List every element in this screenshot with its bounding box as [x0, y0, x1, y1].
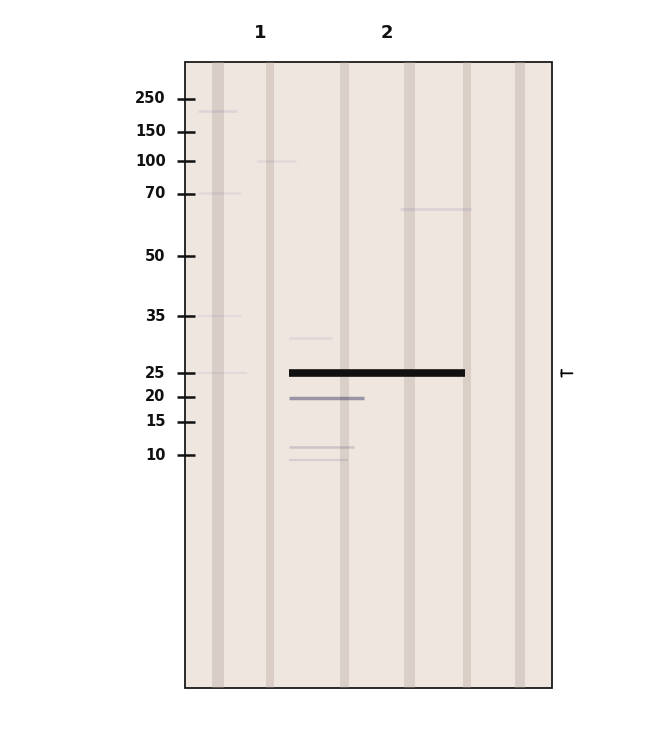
- Bar: [404, 62, 415, 688]
- Text: 100: 100: [135, 154, 166, 168]
- Bar: [515, 62, 525, 688]
- Bar: [341, 62, 349, 688]
- Bar: [185, 62, 552, 688]
- Text: 150: 150: [135, 124, 166, 139]
- Text: 15: 15: [145, 414, 166, 429]
- Bar: [266, 62, 274, 688]
- Bar: [463, 62, 471, 688]
- Text: 1: 1: [254, 24, 266, 42]
- Text: 20: 20: [146, 389, 166, 404]
- Text: 25: 25: [146, 366, 166, 381]
- Bar: [212, 62, 224, 688]
- Text: 70: 70: [146, 187, 166, 201]
- Text: 250: 250: [135, 92, 166, 106]
- Text: 50: 50: [145, 249, 166, 264]
- Text: 35: 35: [146, 309, 166, 324]
- Text: 10: 10: [145, 448, 166, 463]
- Text: 2: 2: [380, 24, 393, 42]
